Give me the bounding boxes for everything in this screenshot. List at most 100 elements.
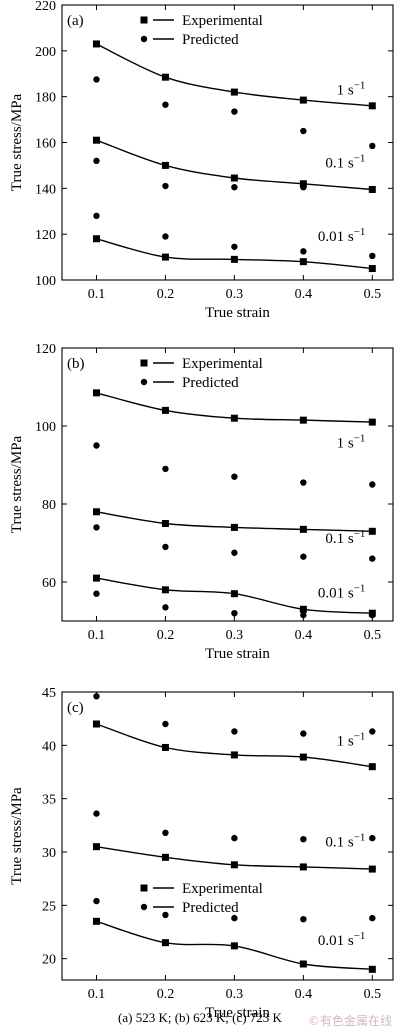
strain-rate-label: 1 s−1	[337, 432, 366, 451]
x-tick-label: 0.2	[157, 287, 175, 302]
x-tick-label: 0.2	[157, 628, 175, 643]
predicted-point	[369, 252, 376, 260]
predicted-point	[162, 829, 169, 836]
legend-square-marker	[140, 884, 148, 892]
y-tick-label: 60	[42, 576, 56, 591]
strain-rate-label: 1 s−1	[337, 730, 366, 749]
predicted-point	[231, 243, 238, 250]
predicted-point	[300, 553, 307, 560]
x-tick-label: 0.1	[88, 987, 106, 1002]
predicted-point	[93, 810, 100, 817]
strain-rate-label: 0.01 s−1	[318, 226, 366, 245]
experimental-curve	[96, 43, 373, 107]
predicted-point	[93, 693, 100, 700]
experimental-point	[230, 88, 238, 96]
experimental-point	[230, 523, 238, 531]
experimental-point	[299, 605, 307, 613]
experimental-point	[299, 416, 307, 424]
experimental-point	[368, 527, 376, 535]
predicted-point	[93, 897, 100, 905]
experimental-point	[161, 73, 169, 81]
x-tick-label: 0.4	[295, 287, 313, 302]
experimental-point	[230, 414, 238, 422]
strain-rate-label: 0.1 s−1	[325, 153, 365, 172]
panel-label: (c)	[67, 700, 84, 716]
predicted-point	[231, 914, 238, 922]
predicted-point	[231, 473, 238, 480]
experimental-point	[230, 751, 238, 759]
plot-frame	[61, 691, 394, 981]
watermark-text: ©有色金属在线	[307, 1014, 392, 1028]
y-tick-label: 30	[42, 846, 56, 861]
predicted-point	[300, 183, 307, 191]
strain-rate-label: 0.1 s−1	[325, 528, 365, 547]
predicted-point	[300, 730, 307, 737]
legend-label-predicted: Predicted	[182, 32, 239, 48]
x-tick-label: 0.1	[88, 628, 106, 643]
experimental-point	[161, 939, 169, 947]
panel-label: (a)	[67, 13, 84, 29]
experimental-point	[92, 574, 100, 582]
x-tick-label: 0.4	[295, 987, 313, 1002]
legend-label-experimental: Experimental	[182, 356, 263, 372]
predicted-point	[300, 611, 307, 619]
strain-rate-label: 1 s−1	[337, 79, 366, 98]
y-tick-label: 80	[42, 498, 56, 513]
experimental-point	[92, 136, 100, 144]
y-tick-label: 140	[35, 182, 56, 197]
y-tick-label: 220	[35, 0, 56, 14]
predicted-point	[369, 728, 376, 735]
y-tick-label: 20	[42, 953, 56, 968]
experimental-point	[299, 525, 307, 533]
experimental-point	[299, 960, 307, 968]
y-tick-label: 120	[35, 342, 56, 357]
legend-circle-marker	[140, 903, 148, 911]
predicted-point	[231, 834, 238, 842]
x-tick-label: 0.4	[295, 628, 313, 643]
predicted-point	[300, 479, 307, 486]
predicted-point	[93, 212, 100, 220]
experimental-point	[230, 590, 238, 598]
experimental-point	[92, 508, 100, 516]
chart-panel-2: 60 80 100 120 0.1 0.2 0.3 0.4 0.5 True strain True…	[9, 342, 394, 662]
y-tick-label: 100	[35, 274, 56, 289]
x-tick-label: 0.5	[364, 628, 382, 643]
predicted-point	[162, 720, 169, 728]
experimental-point	[161, 520, 169, 527]
legend-label-experimental: Experimental	[182, 13, 263, 29]
experimental-point	[368, 265, 376, 273]
experimental-point	[92, 40, 100, 48]
experimental-point	[92, 389, 100, 397]
experimental-point	[230, 942, 238, 950]
y-tick-label: 45	[42, 686, 56, 701]
predicted-point	[369, 611, 376, 619]
strain-rate-label: 0.01 s−1	[318, 930, 366, 949]
predicted-point	[231, 108, 238, 115]
predicted-point	[162, 101, 169, 108]
legend-square-marker	[140, 16, 148, 24]
experimental-point	[161, 853, 169, 861]
chart-panel-3: 20 25 30 35 40 45 0.1 0.2 0.3 0.4 0.5 True strain Tr…	[9, 686, 394, 1021]
y-axis-label: True stress/MPa	[9, 435, 25, 533]
predicted-point	[300, 916, 307, 923]
predicted-point	[162, 233, 169, 240]
experimental-point	[368, 965, 376, 973]
predicted-point	[231, 183, 238, 191]
experimental-point	[299, 753, 307, 761]
predicted-point	[369, 186, 376, 193]
experimental-point	[368, 102, 376, 110]
x-axis-label: True strain	[205, 1005, 270, 1021]
x-tick-label: 0.2	[157, 987, 175, 1002]
predicted-point	[162, 543, 169, 551]
predicted-point	[369, 142, 376, 150]
x-tick-label: 0.3	[226, 287, 244, 302]
legend-square-marker	[140, 359, 148, 367]
x-tick-label: 0.3	[226, 628, 244, 643]
experimental-point	[299, 180, 307, 188]
strain-rate-label: 0.1 s−1	[325, 832, 365, 851]
x-tick-label: 0.3	[226, 987, 244, 1002]
y-axis-label: True stress/MPa	[9, 787, 25, 885]
y-tick-label: 200	[35, 45, 56, 60]
predicted-point	[300, 836, 307, 843]
predicted-point	[93, 76, 100, 83]
